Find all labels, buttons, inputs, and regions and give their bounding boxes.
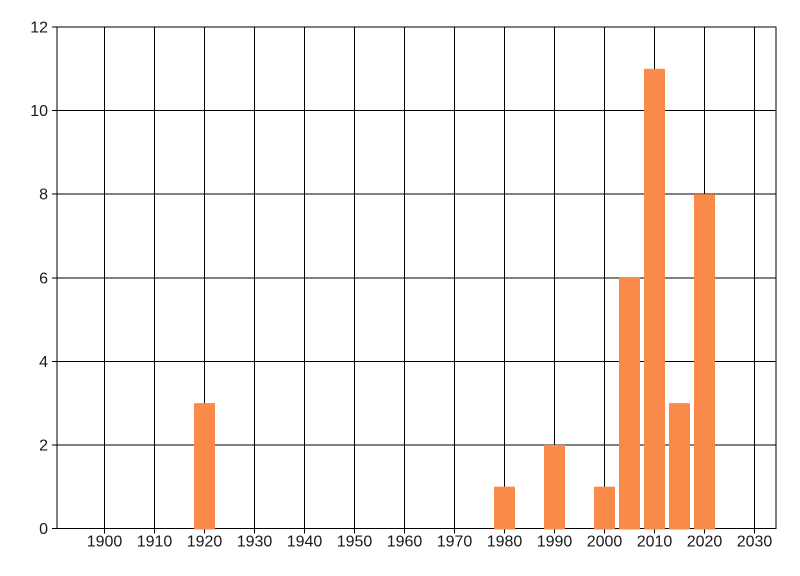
x-tick-label: 1920	[187, 534, 223, 551]
y-tick-label: 2	[39, 437, 48, 454]
y-tick-label: 12	[30, 20, 48, 37]
y-tick-label: 6	[39, 270, 48, 287]
y-tick-label: 4	[39, 354, 48, 371]
plot-border	[56, 26, 777, 529]
bar-2015	[669, 403, 690, 530]
x-tick-label: 2030	[737, 534, 773, 551]
bar-1920	[194, 403, 215, 530]
bar-1980	[494, 486, 515, 530]
bar-2010	[644, 68, 665, 530]
x-tick-label: 1940	[287, 534, 323, 551]
y-tick-label: 0	[39, 521, 48, 538]
x-tick-label: 2000	[587, 534, 623, 551]
x-tick-label: 1990	[537, 534, 573, 551]
bar-1990	[544, 444, 565, 530]
x-tick-label: 1950	[337, 534, 373, 551]
x-tick-label: 1960	[387, 534, 423, 551]
x-tick-label: 1900	[87, 534, 123, 551]
x-tick-label: 1970	[437, 534, 473, 551]
bar-2020	[694, 194, 715, 530]
x-tick-label: 2020	[687, 534, 723, 551]
x-tick-label: 1980	[487, 534, 523, 551]
x-tick-label: 1930	[237, 534, 273, 551]
x-tick-label: 1910	[137, 534, 173, 551]
bar-2005	[619, 277, 640, 530]
y-tick-label: 10	[30, 103, 48, 120]
bar-2000	[594, 486, 615, 530]
y-tick-label: 8	[39, 187, 48, 204]
x-tick-label: 2010	[637, 534, 673, 551]
